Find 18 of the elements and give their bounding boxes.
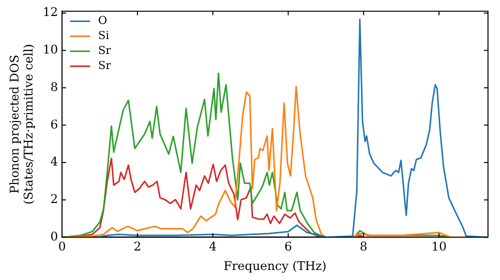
legend-label: Sr <box>98 59 112 72</box>
y-tick-label: 12 <box>42 5 58 20</box>
y-tick-label: 6 <box>50 117 58 132</box>
x-tick-label: 8 <box>360 240 368 254</box>
legend-label: O <box>98 14 108 28</box>
y-tick-label: 10 <box>42 42 58 57</box>
x-axis-title: Frequency (THz) <box>224 258 326 273</box>
x-tick-label: 4 <box>209 240 218 254</box>
legend-label: Sr <box>98 44 112 58</box>
y-tick-label: 8 <box>50 80 58 94</box>
legend-label: Si <box>98 29 110 42</box>
x-tick-label: 10 <box>431 240 447 254</box>
y-axis-title: Phonon projected DOS (States/THz·primitive cell) <box>7 44 36 205</box>
y-tick-label: 0 <box>50 229 58 244</box>
y-tick-label: 2 <box>50 192 58 206</box>
x-tick-label: 2 <box>134 240 142 254</box>
x-tick-label: 6 <box>284 240 292 254</box>
y-tick-label: 4 <box>50 154 58 169</box>
